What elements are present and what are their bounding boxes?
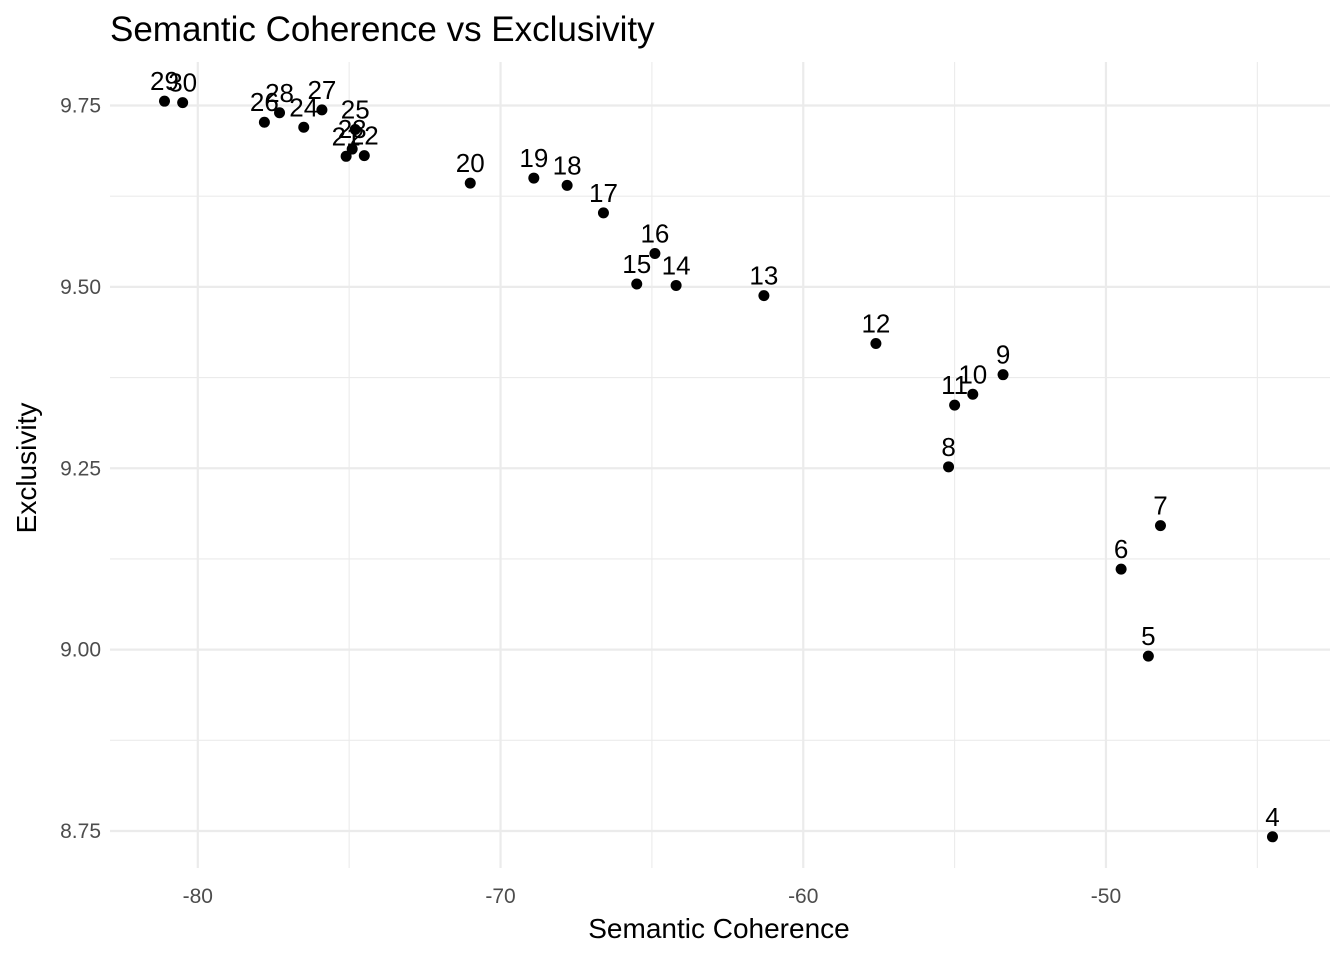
x-axis-ticks: -80 -70 -60 -50 [183, 885, 1122, 908]
data-point-14 [670, 279, 682, 291]
data-point-29 [158, 95, 170, 107]
data-point-23 [346, 143, 358, 155]
data-point-21 [340, 150, 352, 162]
data-point-11 [949, 399, 961, 411]
data-point-label-11: 11 [941, 370, 968, 400]
x-tick-label: -80 [183, 885, 213, 908]
data-point-label-4: 4 [1265, 802, 1279, 832]
data-point-label-13: 13 [749, 261, 778, 291]
data-point-label-8: 8 [941, 432, 955, 462]
y-tick-label: 9.75 [60, 95, 101, 118]
data-point-label-26: 26 [250, 87, 279, 117]
x-tick-label: -60 [788, 885, 818, 908]
y-axis-title: Exclusivity [11, 403, 42, 534]
data-point-label-24: 24 [289, 92, 318, 122]
data-point-label-21: 21 [332, 121, 361, 151]
data-point-label-9: 9 [996, 340, 1010, 370]
data-point-10 [967, 388, 979, 400]
data-point-6 [1115, 563, 1127, 575]
data-point-label-12: 12 [861, 308, 890, 338]
data-point-label-15: 15 [622, 249, 651, 279]
data-point-26 [258, 116, 270, 128]
x-axis-title: Semantic Coherence [588, 913, 849, 944]
x-tick-label: -50 [1091, 885, 1121, 908]
y-tick-label: 9.00 [60, 639, 101, 662]
y-tick-label: 8.75 [60, 820, 101, 843]
data-point-label-14: 14 [662, 250, 691, 280]
data-point-9 [997, 369, 1009, 381]
data-point-label-7: 7 [1153, 491, 1167, 521]
data-point-17 [597, 207, 609, 219]
data-point-label-20: 20 [456, 148, 485, 178]
data-point-27 [316, 104, 328, 116]
data-point-18 [561, 179, 573, 191]
y-axis-ticks: 8.75 9.00 9.25 9.50 9.75 [60, 95, 101, 843]
y-tick-label: 9.50 [60, 276, 101, 299]
data-point-19 [528, 172, 540, 184]
data-point-5 [1142, 650, 1154, 662]
data-point-label-18: 18 [553, 150, 582, 180]
data-point-30 [177, 97, 189, 109]
data-point-label-6: 6 [1114, 534, 1128, 564]
chart-title: Semantic Coherence vs Exclusivity [110, 10, 655, 49]
data-points [158, 95, 1278, 843]
data-point-label-16: 16 [640, 219, 669, 249]
data-point-label-25: 25 [341, 94, 370, 124]
x-tick-label: -70 [485, 885, 515, 908]
data-point-22 [358, 150, 370, 162]
data-point-label-19: 19 [519, 143, 548, 173]
grid [110, 62, 1330, 868]
data-point-15 [631, 278, 643, 290]
data-point-label-23: 23 [338, 114, 367, 144]
data-point-label-10: 10 [958, 359, 987, 389]
data-point-20 [464, 177, 476, 189]
data-point-label-22: 22 [350, 121, 379, 151]
data-point-label-17: 17 [589, 178, 618, 208]
data-point-4 [1266, 831, 1278, 843]
data-point-label-27: 27 [307, 75, 336, 105]
data-point-8 [943, 461, 955, 473]
data-point-7 [1154, 520, 1166, 532]
data-point-25 [349, 123, 361, 135]
data-point-28 [274, 107, 286, 119]
y-tick-label: 9.25 [60, 457, 101, 480]
data-point-12 [870, 337, 882, 349]
data-point-24 [298, 121, 310, 133]
data-point-label-30: 30 [168, 68, 197, 98]
data-point-16 [649, 248, 661, 260]
data-point-label-5: 5 [1141, 621, 1155, 651]
data-point-label-29: 29 [150, 66, 179, 96]
data-point-13 [758, 290, 770, 302]
data-point-label-28: 28 [265, 78, 294, 108]
